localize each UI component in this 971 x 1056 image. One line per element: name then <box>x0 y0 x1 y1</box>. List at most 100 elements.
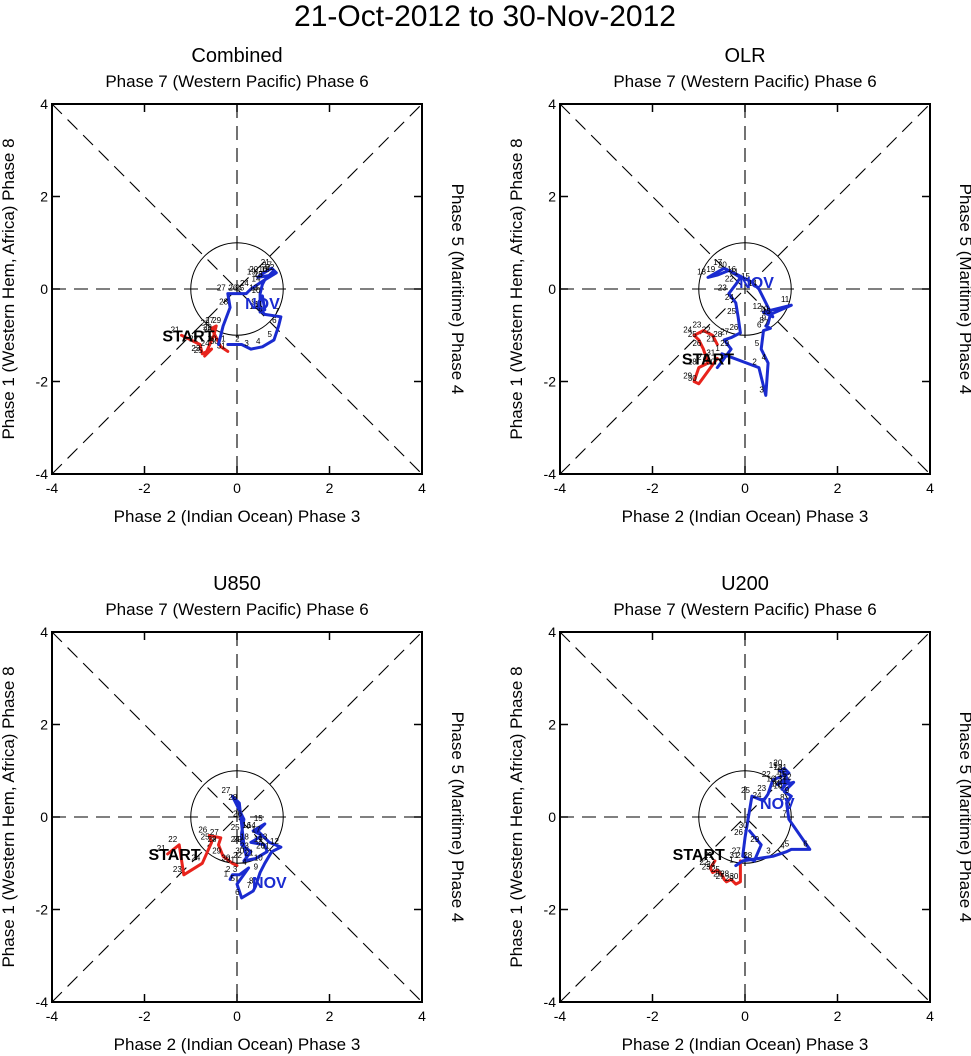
day-label: 2 <box>226 865 231 874</box>
day-label: 20 <box>718 261 727 270</box>
y-tick-label: 2 <box>548 717 556 733</box>
day-label: 30 <box>210 337 219 346</box>
start-label: START <box>682 351 734 368</box>
day-label: 5 <box>755 339 760 348</box>
day-label: 14 <box>771 779 780 788</box>
day-label: 28 <box>743 851 752 860</box>
day-label: 22 <box>699 858 708 867</box>
x-axis-label: Phase 2 (Indian Ocean) Phase 3 <box>622 1035 869 1054</box>
day-label: 25 <box>201 832 210 841</box>
day-label: 8 <box>258 304 263 313</box>
day-label: 30 <box>706 358 715 367</box>
top-phase-label: Phase 7 (Western Pacific) Phase 6 <box>613 72 876 91</box>
day-label: 10 <box>773 782 782 791</box>
day-label: 3 <box>233 865 238 874</box>
day-label: 26 <box>713 869 722 878</box>
day-label: 29 <box>212 846 221 855</box>
day-label: 4 <box>256 337 261 346</box>
x-axis-label: Phase 2 (Indian Ocean) Phase 3 <box>114 507 361 526</box>
day-label: 13 <box>249 284 258 293</box>
right-phase-label: Phase 5 (Maritime) Phase 4 <box>956 712 971 923</box>
day-label: 29 <box>750 835 759 844</box>
x-tick-label: -2 <box>138 480 151 496</box>
day-label: 17 <box>713 258 722 267</box>
panel-combined: Combined Phase 7 (Western Pacific) Phase … <box>0 45 467 526</box>
y-tick-label: 0 <box>548 809 556 825</box>
day-label: 26 <box>203 325 212 334</box>
right-phase-label: Phase 5 (Maritime) Phase 4 <box>448 712 467 923</box>
x-tick-label: -4 <box>46 480 59 496</box>
x-tick-label: 2 <box>326 1008 334 1024</box>
day-label: 24 <box>706 860 715 869</box>
day-label: 23 <box>702 863 711 872</box>
day-label: 30 <box>739 821 748 830</box>
y-tick-label: -4 <box>544 466 557 482</box>
day-label: 23 <box>692 321 701 330</box>
day-label: 9 <box>251 298 256 307</box>
start-label: START <box>148 847 200 864</box>
day-label: 4 <box>242 858 247 867</box>
day-label: 8 <box>249 876 254 885</box>
x-tick-label: 2 <box>834 1008 842 1024</box>
x-axis-label: Phase 2 (Indian Ocean) Phase 3 <box>114 1035 361 1054</box>
day-label: 18 <box>261 265 270 274</box>
day-label: 5 <box>785 839 790 848</box>
day-label: 29 <box>720 339 729 348</box>
day-label: 25 <box>194 346 203 355</box>
day-label: 31 <box>706 348 715 357</box>
day-label: 1 <box>729 856 734 865</box>
day-label: 17 <box>252 826 261 835</box>
panel-title: Combined <box>191 45 282 67</box>
day-label: 19 <box>247 267 256 276</box>
day-label: 17 <box>776 768 785 777</box>
day-label: 30 <box>221 853 230 862</box>
day-label: 27 <box>217 284 226 293</box>
day-label: 27 <box>720 328 729 337</box>
day-label: 26 <box>692 339 701 348</box>
y-tick-label: -4 <box>36 466 49 482</box>
day-label: 30 <box>729 872 738 881</box>
y-tick-label: 0 <box>40 281 48 297</box>
day-label: 22 <box>762 770 771 779</box>
y-tick-label: 4 <box>40 96 48 112</box>
y-tick-label: 4 <box>40 624 48 640</box>
y-tick-label: 0 <box>548 281 556 297</box>
day-label: 16 <box>258 265 267 274</box>
y-tick-label: -4 <box>36 994 49 1010</box>
day-label: 14 <box>252 274 261 283</box>
y-tick-label: 4 <box>548 96 556 112</box>
day-label: 26 <box>198 826 207 835</box>
unit-circle <box>698 242 792 336</box>
day-label: 12 <box>783 772 792 781</box>
left-phase-label: Phase 1 (Western Hem, Africa) Phase 8 <box>507 138 526 439</box>
day-label: 27 <box>205 316 214 325</box>
day-label: 7 <box>782 809 787 818</box>
day-label: 29 <box>212 316 221 325</box>
day-label: 28 <box>219 298 228 307</box>
day-label: 20 <box>256 842 265 851</box>
x-tick-label: 0 <box>741 1008 749 1024</box>
day-label: 31 <box>217 341 226 350</box>
trajectory-line <box>706 266 793 397</box>
day-label: 15 <box>254 270 263 279</box>
left-phase-label: Phase 1 (Western Hem, Africa) Phase 8 <box>0 138 18 439</box>
x-tick-label: 4 <box>418 480 426 496</box>
day-label: 11 <box>254 300 263 309</box>
x-tick-label: -2 <box>138 1008 151 1024</box>
day-label: 12 <box>249 302 258 311</box>
day-label: 25 <box>235 284 244 293</box>
start-label: START <box>162 328 214 345</box>
y-tick-label: -2 <box>544 374 557 390</box>
day-label: 16 <box>766 775 775 784</box>
day-label: 30 <box>208 335 217 344</box>
day-label: 31 <box>226 856 235 865</box>
day-label: 9 <box>254 863 259 872</box>
day-label: 11 <box>781 295 790 304</box>
left-phase-label: Phase 1 (Western Hem, Africa) Phase 8 <box>507 666 526 967</box>
